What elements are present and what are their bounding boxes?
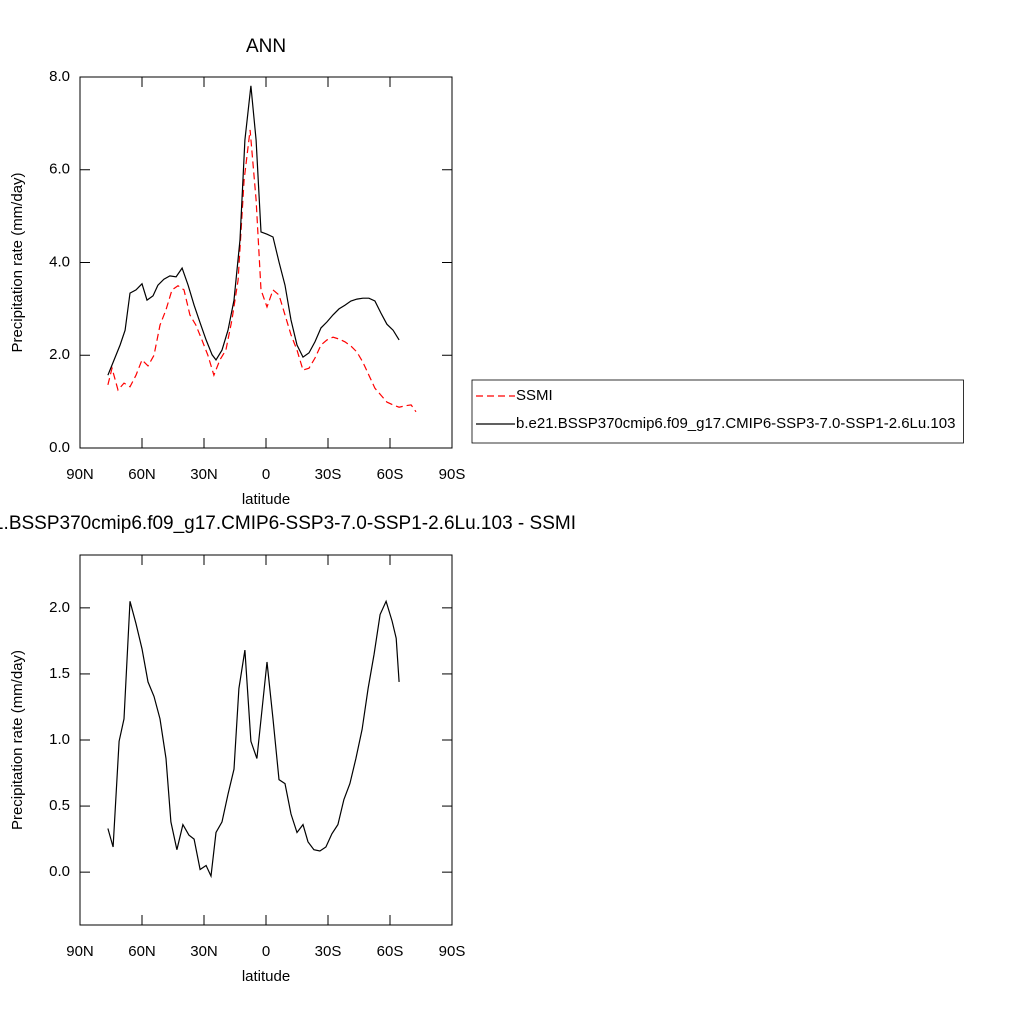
data-line <box>107 85 400 376</box>
x-tick-label: 30N <box>190 943 218 960</box>
x-tick-label: 60S <box>377 466 404 483</box>
y-tick-label: 8.0 <box>49 68 70 85</box>
y-axis-label: Precipitation rate (mm/day) <box>9 172 26 352</box>
chart-title: b.e21.BSSP370cmip6.f09_g17.CMIP6-SSP3-7.… <box>0 513 576 534</box>
x-tick-label: 90S <box>439 943 466 960</box>
plot-frame <box>79 76 453 449</box>
x-axis-label: latitude <box>242 968 290 985</box>
x-tick-label: 0 <box>262 466 270 483</box>
x-tick-label: 0 <box>262 943 270 960</box>
y-tick-label: 0.5 <box>49 797 70 814</box>
x-tick-label: 60N <box>128 466 156 483</box>
x-tick-label: 90N <box>66 943 94 960</box>
chart-title: ANN <box>246 36 286 57</box>
plot-frame <box>79 554 453 926</box>
x-axis-label: latitude <box>242 491 290 508</box>
y-tick-label: 1.0 <box>49 731 70 748</box>
y-tick-label: 2.0 <box>49 346 70 363</box>
y-tick-label: 2.0 <box>49 599 70 616</box>
x-tick-label: 60S <box>377 943 404 960</box>
y-axis-label: Precipitation rate (mm/day) <box>9 650 26 830</box>
data-line <box>107 129 417 413</box>
y-tick-label: 0.0 <box>49 863 70 880</box>
y-tick-label: 4.0 <box>49 253 70 270</box>
legend-label: SSMI <box>516 387 553 404</box>
x-tick-label: 30S <box>315 466 342 483</box>
x-tick-label: 60N <box>128 943 156 960</box>
legend-box <box>471 379 964 444</box>
data-line <box>107 599 400 879</box>
x-tick-label: 30N <box>190 466 218 483</box>
y-tick-label: 1.5 <box>49 665 70 682</box>
x-tick-label: 90S <box>439 466 466 483</box>
y-tick-label: 0.0 <box>49 439 70 456</box>
legend-label: b.e21.BSSP370cmip6.f09_g17.CMIP6-SSP3-7.… <box>516 415 955 432</box>
x-tick-label: 90N <box>66 466 94 483</box>
x-tick-label: 30S <box>315 943 342 960</box>
y-tick-label: 6.0 <box>49 161 70 178</box>
